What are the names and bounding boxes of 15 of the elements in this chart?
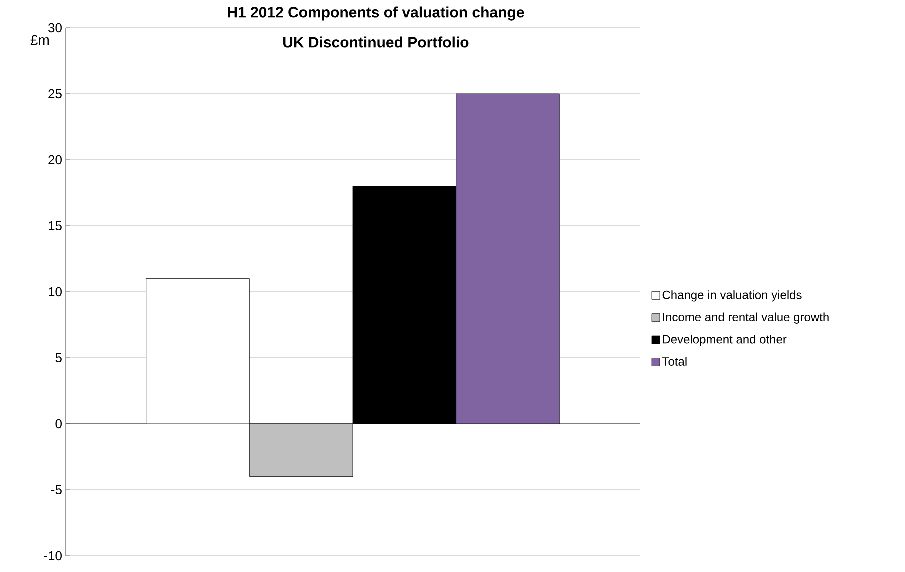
chart-title: H1 2012 Components of valuation change UK Discontinued Portfolio: [228, 6, 524, 48]
legend-label: Total: [662, 357, 687, 366]
y-tick-label: -5: [51, 485, 62, 495]
y-tick-label: 25: [48, 89, 62, 99]
y-tick-label: -10: [44, 551, 62, 561]
y-tick-label: 10: [49, 287, 62, 297]
y-tick-label: 0: [56, 419, 62, 429]
y-tick-label: 5: [56, 353, 62, 363]
y-tick-label: 20: [48, 155, 62, 165]
legend-label: Income and rental value growth: [663, 312, 829, 324]
y-axis-title: £m: [30, 35, 49, 46]
legend-label: Change in valuation yields: [662, 290, 802, 302]
y-tick-label: 15: [49, 221, 62, 231]
legend-label: Development and other: [663, 334, 787, 346]
y-tick-label: 30: [48, 23, 62, 33]
